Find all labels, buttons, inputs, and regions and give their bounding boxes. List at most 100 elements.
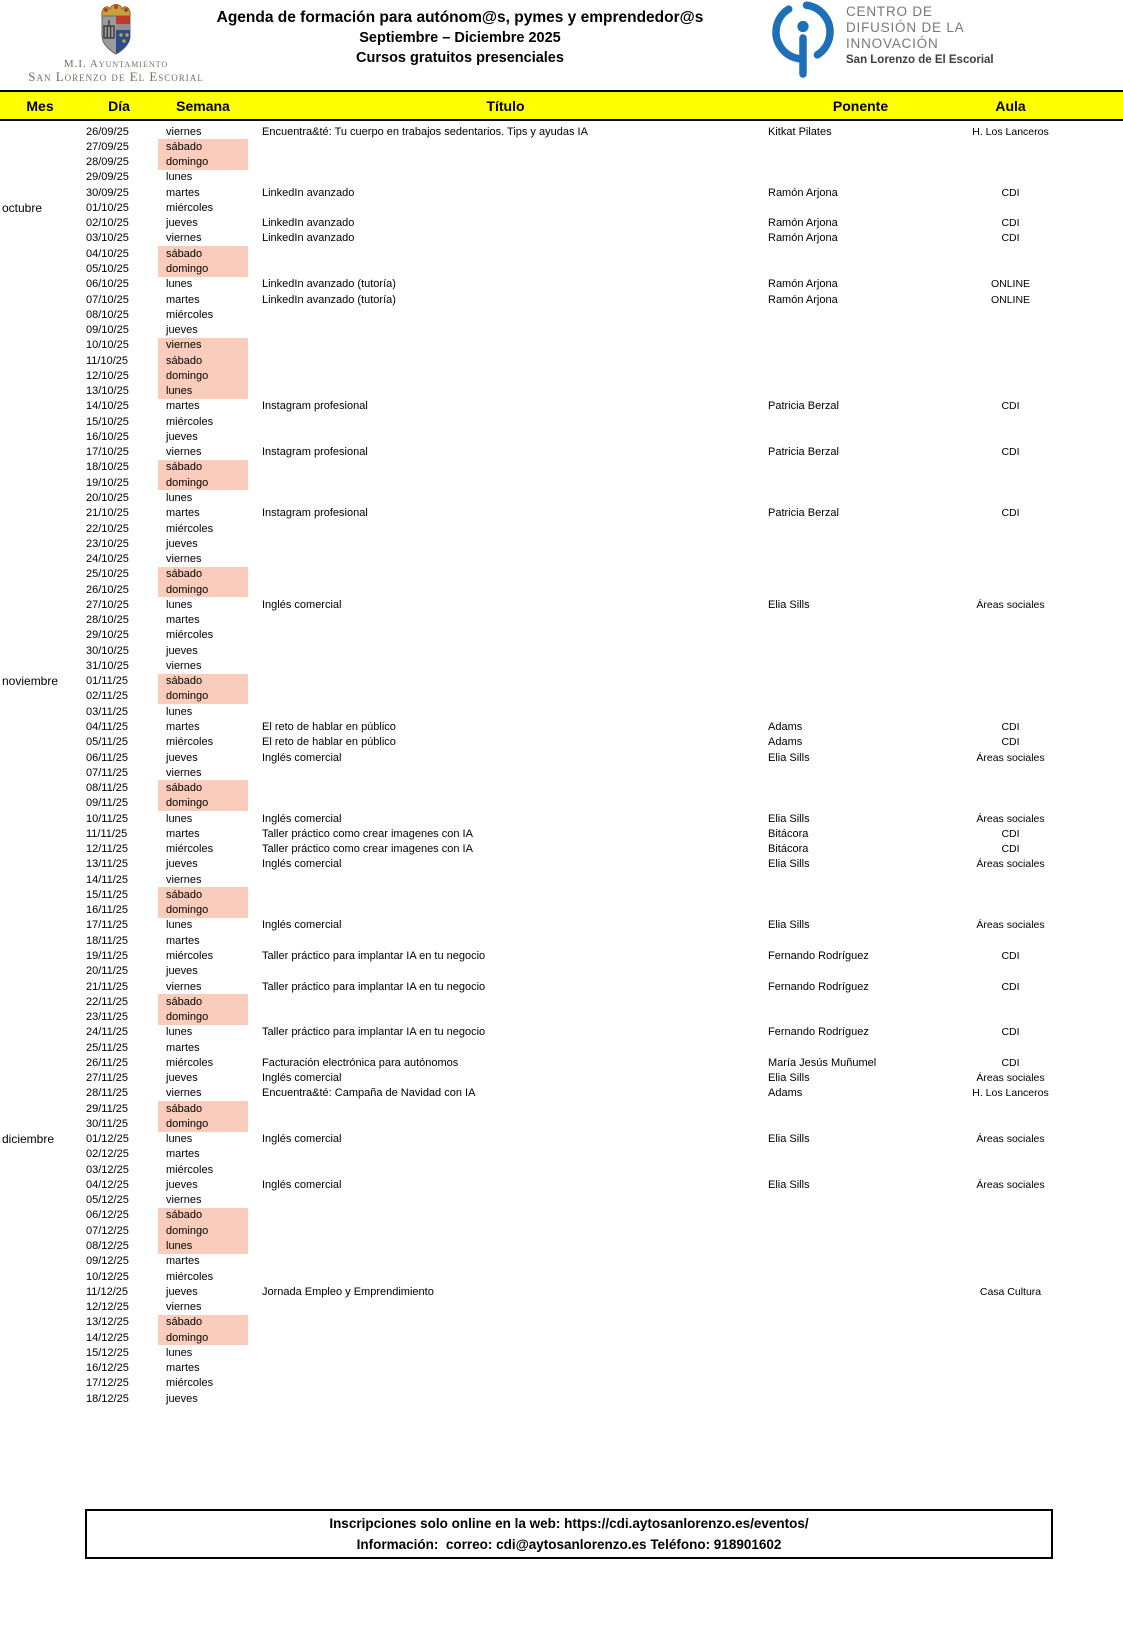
table-row: 07/12/25 domingo (0, 1223, 1123, 1239)
table-row: 09/11/25 domingo (0, 795, 1123, 811)
cell-speaker (763, 613, 958, 628)
cell-weekday: miércoles (166, 201, 214, 214)
cell-room (958, 384, 1063, 399)
cell-speaker (763, 1284, 958, 1299)
cell-room (958, 658, 1063, 673)
crest-caption-line2: San Lorenzo de El Escorial (28, 69, 204, 84)
cell-date: 29/09/25 (86, 171, 129, 184)
table-row: 02/11/25 domingo (0, 688, 1123, 705)
cell-speaker (763, 1009, 958, 1024)
cell-date: 24/10/25 (86, 553, 129, 566)
cell-weekday: sábado (158, 1207, 248, 1224)
cell-month (0, 719, 80, 734)
table-row: 11/10/25 sábado (0, 352, 1123, 369)
cell-month (0, 216, 80, 231)
cell-room (958, 322, 1063, 337)
cell-speaker (763, 1254, 958, 1269)
cell-weekday: lunes (166, 492, 193, 504)
cell-month (0, 1299, 80, 1314)
cell-date: 01/11/25 (86, 675, 129, 688)
table-row: 25/10/25 sábado (0, 566, 1123, 582)
cell-weekday: miércoles (166, 949, 214, 962)
table-row: octubre 01/10/25 miércoles (0, 200, 1123, 215)
cell-room (958, 1345, 1063, 1360)
table-row: 09/12/25 martes (0, 1254, 1123, 1269)
cell-room (958, 765, 1063, 780)
cell-date: 26/09/25 (86, 125, 129, 138)
cdi-logo-icon (772, 1, 834, 78)
cell-title (248, 643, 763, 658)
cell-date: 13/10/25 (86, 385, 129, 398)
table-row: 07/11/25 viernes (0, 765, 1123, 780)
cell-date: 20/11/25 (86, 965, 129, 978)
cell-speaker (763, 994, 958, 1009)
cell-speaker (763, 1269, 958, 1284)
cell-date: 30/09/25 (86, 186, 129, 199)
cell-month (0, 139, 80, 154)
cell-date: 08/12/25 (86, 1240, 129, 1253)
cdi-text-line3: INNOVACIÓN (846, 36, 939, 51)
cell-speaker: Elia Sills (768, 598, 810, 611)
cell-weekday: martes (166, 827, 200, 840)
cell-date: 13/11/25 (86, 858, 129, 871)
table-row: 21/10/25 martes Instagram profesional Pa… (0, 506, 1123, 521)
cell-speaker (763, 643, 958, 658)
cell-room: Áreas sociales (976, 1178, 1045, 1191)
cell-room: CDI (1001, 720, 1020, 733)
table-row: 03/11/25 lunes (0, 704, 1123, 719)
cell-speaker: Elia Sills (768, 1133, 810, 1146)
ayuntamiento-crest-icon (101, 4, 131, 55)
cell-title: Inglés comercial (262, 1072, 342, 1085)
cell-speaker: Elia Sills (768, 919, 810, 932)
cell-room (958, 704, 1063, 719)
table-row: 18/12/25 jueves (0, 1391, 1123, 1406)
cell-title (248, 1361, 763, 1376)
cell-title (248, 1116, 763, 1131)
cell-title (248, 964, 763, 979)
cell-month (0, 994, 80, 1009)
table-row: 06/10/25 lunes LinkedIn avanzado (tutorí… (0, 277, 1123, 292)
cell-weekday: martes (166, 1362, 200, 1375)
cell-title: Taller práctico para implantar IA en tu … (262, 949, 486, 962)
cell-title (248, 338, 763, 353)
cell-month (0, 1315, 80, 1330)
table-row: 17/11/25 lunes Inglés comercial Elia Sil… (0, 918, 1123, 933)
cell-date: 22/10/25 (86, 522, 129, 535)
table-row: 27/09/25 sábado (0, 139, 1123, 155)
cell-room: Casa Cultura (979, 1285, 1042, 1298)
table-row: 05/10/25 domingo (0, 261, 1123, 277)
cell-speaker (763, 1208, 958, 1223)
cell-date: 04/12/25 (86, 1178, 129, 1191)
cell-weekday: viernes (166, 1087, 202, 1100)
cell-weekday: jueves (166, 1392, 198, 1405)
cell-month (0, 841, 80, 856)
cell-room (958, 628, 1063, 643)
cell-month (0, 1345, 80, 1360)
cell-date: 17/12/25 (86, 1377, 129, 1390)
table-row: 31/10/25 viernes (0, 658, 1123, 673)
cell-room (958, 1238, 1063, 1253)
cell-room: CDI (1001, 949, 1020, 962)
table-row: 26/10/25 domingo (0, 581, 1123, 598)
cell-date: 18/11/25 (86, 934, 129, 947)
cell-weekday: domingo (158, 795, 248, 811)
cell-title (248, 1040, 763, 1055)
cell-weekday: miércoles (166, 522, 214, 535)
cell-month (0, 368, 80, 383)
table-row: 10/12/25 miércoles (0, 1269, 1123, 1284)
cell-month (0, 582, 80, 597)
cell-room (958, 1162, 1063, 1177)
column-header-mes: Mes (26, 97, 54, 114)
cell-speaker: Fernando Rodríguez (768, 949, 869, 962)
cell-speaker: Fernando Rodríguez (768, 980, 869, 993)
cell-date: 15/12/25 (86, 1346, 129, 1359)
cell-month (0, 384, 80, 399)
cell-month (0, 1101, 80, 1116)
cell-month (0, 490, 80, 505)
cell-room: CDI (1001, 400, 1020, 413)
table-row: 28/09/25 domingo (0, 154, 1123, 170)
cell-weekday: domingo (158, 1223, 248, 1239)
cell-date: 11/11/25 (86, 827, 128, 840)
cell-weekday: jueves (166, 1072, 198, 1085)
table-row: 08/12/25 lunes (0, 1238, 1123, 1254)
